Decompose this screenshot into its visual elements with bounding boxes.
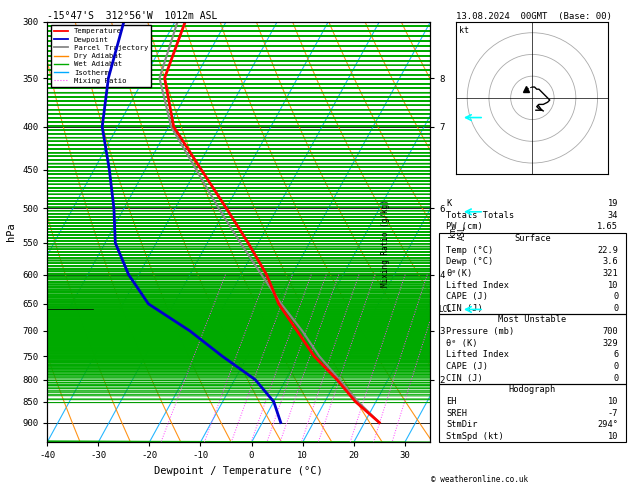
Text: 0: 0 [613, 374, 618, 382]
Text: CAPE (J): CAPE (J) [447, 362, 488, 371]
X-axis label: Dewpoint / Temperature (°C): Dewpoint / Temperature (°C) [154, 466, 323, 476]
Text: 22.9: 22.9 [598, 245, 618, 255]
Text: CIN (J): CIN (J) [447, 304, 483, 313]
Text: θᵉ(K): θᵉ(K) [447, 269, 472, 278]
Text: 8: 8 [299, 444, 303, 449]
Text: Hodograph: Hodograph [509, 385, 556, 394]
Text: 700: 700 [603, 327, 618, 336]
Text: 10: 10 [314, 444, 322, 449]
Text: 10: 10 [608, 280, 618, 290]
Text: 10: 10 [608, 432, 618, 441]
Text: Lifted Index: Lifted Index [447, 350, 509, 360]
Text: 6: 6 [613, 350, 618, 360]
Text: 20: 20 [370, 444, 377, 449]
Text: 0: 0 [613, 304, 618, 313]
Text: CAPE (J): CAPE (J) [447, 292, 488, 301]
Text: CIN (J): CIN (J) [447, 374, 483, 382]
Bar [439, 384, 626, 442]
Text: K: K [447, 199, 452, 208]
Y-axis label: hPa: hPa [6, 223, 16, 242]
Text: kt: kt [459, 26, 469, 35]
Text: 294°: 294° [598, 420, 618, 429]
Text: 6: 6 [278, 444, 282, 449]
Text: Most Unstable: Most Unstable [498, 315, 567, 325]
Text: PW (cm): PW (cm) [447, 222, 483, 231]
Text: 2: 2 [203, 444, 206, 449]
Text: SREH: SREH [447, 409, 467, 417]
Y-axis label: km
ASL: km ASL [448, 225, 467, 240]
Text: LCL: LCL [438, 305, 452, 314]
Text: 19: 19 [608, 199, 618, 208]
Text: Totals Totals: Totals Totals [447, 210, 515, 220]
Text: Temp (°C): Temp (°C) [447, 245, 494, 255]
Text: 34: 34 [608, 210, 618, 220]
Text: 5: 5 [265, 444, 269, 449]
Text: © weatheronline.co.uk: © weatheronline.co.uk [431, 474, 528, 484]
Text: -7: -7 [608, 409, 618, 417]
Text: Mixing Ratio (g/kg): Mixing Ratio (g/kg) [381, 199, 389, 287]
Bar [439, 233, 626, 314]
Text: 25: 25 [388, 444, 396, 449]
Text: 4: 4 [249, 444, 253, 449]
Text: 0: 0 [613, 292, 618, 301]
Text: Surface: Surface [514, 234, 551, 243]
Text: Lifted Index: Lifted Index [447, 280, 509, 290]
Text: Dewp (°C): Dewp (°C) [447, 257, 494, 266]
Text: θᵉ (K): θᵉ (K) [447, 339, 478, 348]
Text: 0: 0 [613, 362, 618, 371]
Text: 3: 3 [230, 444, 233, 449]
Text: StmDir: StmDir [447, 420, 478, 429]
Text: Pressure (mb): Pressure (mb) [447, 327, 515, 336]
Text: EH: EH [447, 397, 457, 406]
Text: 13.08.2024  00GMT  (Base: 00): 13.08.2024 00GMT (Base: 00) [457, 12, 612, 21]
Text: 3.6: 3.6 [603, 257, 618, 266]
Text: 329: 329 [603, 339, 618, 348]
Text: 321: 321 [603, 269, 618, 278]
Text: -15°47'S  312°56'W  1012m ASL: -15°47'S 312°56'W 1012m ASL [47, 11, 218, 21]
Text: 1.65: 1.65 [598, 222, 618, 231]
Legend: Temperature, Dewpoint, Parcel Trajectory, Dry Adiabat, Wet Adiabat, Isotherm, Mi: Temperature, Dewpoint, Parcel Trajectory… [51, 25, 151, 87]
Text: 15: 15 [347, 444, 354, 449]
Text: 10: 10 [608, 397, 618, 406]
Text: StmSpd (kt): StmSpd (kt) [447, 432, 504, 441]
Bar [439, 314, 626, 384]
Text: 1: 1 [159, 444, 163, 449]
